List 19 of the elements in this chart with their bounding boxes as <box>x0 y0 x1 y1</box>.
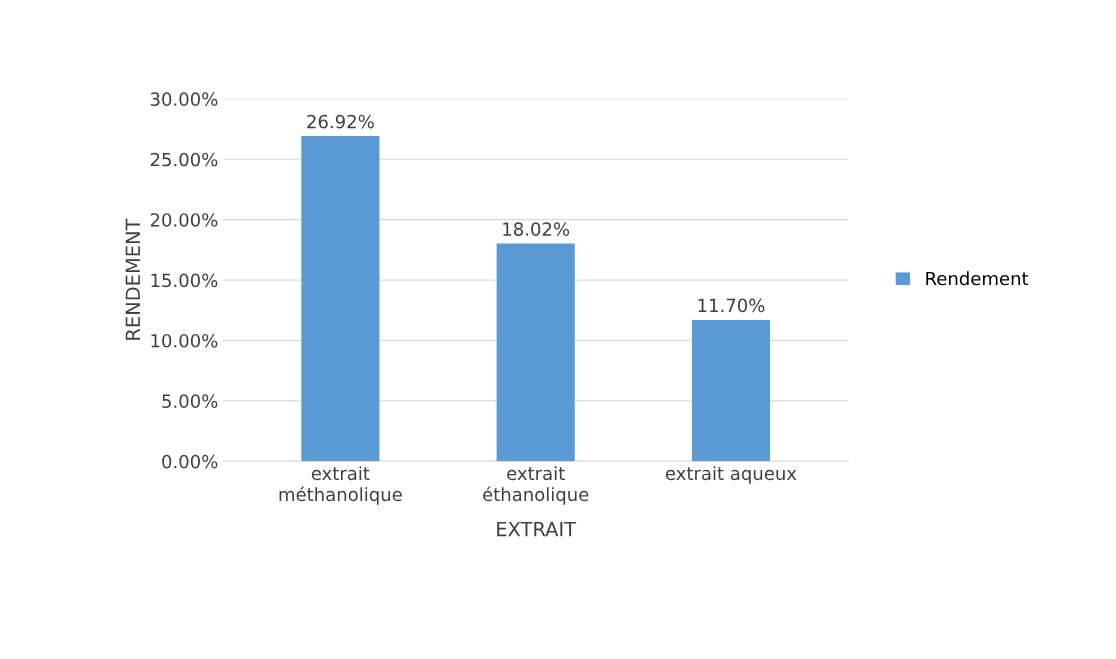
data-label: 18.02% <box>503 222 570 236</box>
bar <box>301 136 380 462</box>
y-tick-label: 5.00% <box>162 394 218 409</box>
y-tick-label: 10.00% <box>151 333 218 348</box>
y-tick-label: 20.00% <box>150 213 218 227</box>
y-tick-label: 25.00% <box>150 152 218 167</box>
y-tick-label: 30.00% <box>150 92 218 106</box>
y-tick-label: 0.00% <box>162 454 218 469</box>
x-axis-title: EXTRAIT <box>497 521 577 537</box>
y-tick-label: 15.00% <box>151 273 218 288</box>
legend-label: Rendement <box>926 271 1029 286</box>
x-tick-label: extrait aqueux <box>665 466 797 484</box>
x-tick-label: extrait éthanolique <box>483 466 589 505</box>
y-axis-title: RENDEMENT <box>125 218 140 340</box>
data-label: 11.70% <box>698 298 765 313</box>
bar <box>496 243 575 462</box>
bar <box>691 319 771 462</box>
data-label: 26.92% <box>307 114 374 129</box>
x-tick-label: extrait méthanolique <box>279 466 402 505</box>
